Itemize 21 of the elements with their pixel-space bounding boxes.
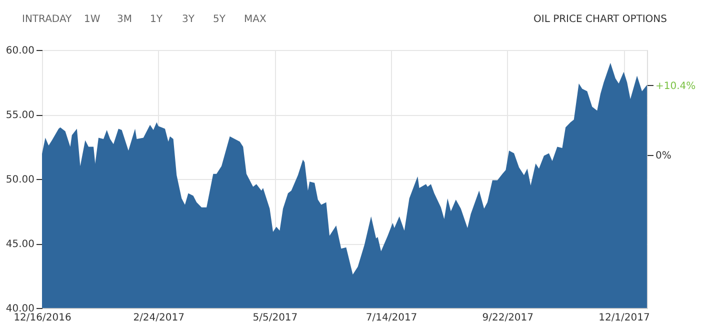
text: 3Y	[182, 14, 196, 25]
y-tick-label: 60.00	[6, 46, 34, 56]
x-tick-label: 9/22/2017	[482, 312, 534, 324]
y-tick-label: 55.00	[6, 110, 34, 121]
text: INTRADAY	[22, 14, 73, 25]
text: 1W	[84, 14, 100, 25]
text: OIL PRICE CHART OPTIONS	[534, 14, 667, 25]
y-tick-label: 40.00	[6, 304, 34, 314]
text: MAX	[244, 14, 266, 25]
y-tick-label: 50.00	[6, 174, 34, 186]
text: 3M	[117, 14, 132, 25]
x-tick-label: 12/16/2016	[14, 312, 72, 324]
x-tick-label: 5/5/2017	[252, 312, 298, 324]
x-tick-label: 12/1/2017	[598, 312, 650, 324]
text: 5Y	[213, 14, 226, 25]
text: 1Y	[150, 14, 164, 25]
y2-tick-label: +10.4%	[656, 80, 696, 92]
y-tick-label: 45.00	[6, 239, 34, 250]
y2-tick-label: 0%	[656, 150, 672, 162]
x-tick-label: 7/14/2017	[366, 312, 418, 324]
x-tick-label: 2/24/2017	[133, 312, 184, 324]
